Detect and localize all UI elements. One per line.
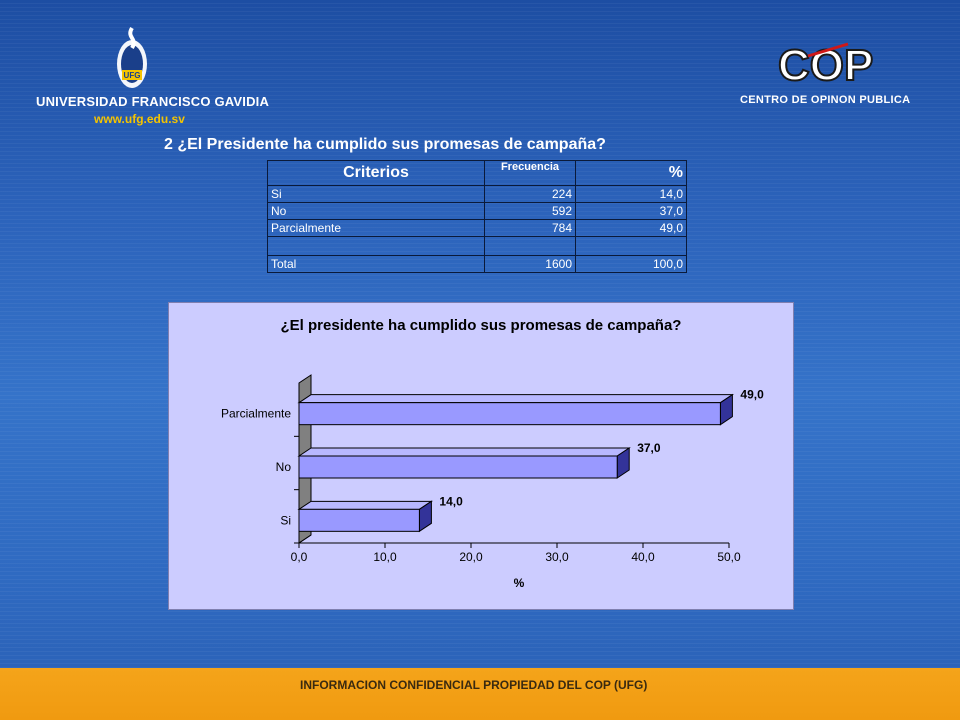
table-row: Parcialmente 784 49,0: [267, 219, 687, 237]
total-pct: 100,0: [575, 255, 687, 273]
blank-cell: [484, 236, 576, 256]
bar-top-face: [297, 394, 735, 404]
x-tick-label: 30,0: [545, 550, 569, 564]
ufg-name: UNIVERSIDAD FRANCISCO GAVIDIA: [36, 94, 270, 109]
y-category-label: No: [276, 460, 292, 474]
header-porcentaje: %: [575, 160, 687, 186]
y-category-label: Si: [280, 513, 291, 527]
x-tick-label: 0,0: [291, 550, 308, 564]
row-pct: 49,0: [575, 219, 687, 237]
table-header-row: Criterios Frecuencia %: [267, 160, 687, 186]
ufg-logo: UFG UNIVERSIDAD FRANCISCO GAVIDIA www.uf…: [36, 24, 270, 134]
cop-mark-icon: COP: [778, 40, 874, 88]
ufg-emblem-icon: UFG: [117, 26, 147, 88]
x-tick-label: 40,0: [631, 550, 655, 564]
x-tick-label: 50,0: [717, 550, 741, 564]
row-freq: 224: [484, 185, 576, 203]
cop-subtitle: CENTRO DE OPINON PUBLICA: [740, 94, 911, 106]
total-label: Total: [267, 255, 485, 273]
x-axis-depth-line: [298, 534, 312, 544]
row-freq: 592: [484, 202, 576, 220]
table-blank-row: [267, 236, 687, 256]
row-freq: 784: [484, 219, 576, 237]
total-freq: 1600: [484, 255, 576, 273]
chart-panel: 0,0 10,0 20,0 30,0 40,0 50,0% Si 14,0 No 37,0 Parc…: [168, 302, 794, 610]
question-title: 2 ¿El Presidente ha cumplido sus promesa…: [164, 136, 606, 153]
row-pct: 37,0: [575, 202, 687, 220]
footer-text: INFORMACION CONFIDENCIAL PROPIEDAD DEL C…: [300, 678, 648, 692]
ufg-url: www.ufg.edu.sv: [94, 112, 185, 126]
bar-top-face: [297, 447, 631, 457]
header-frecuencia: Frecuencia: [484, 160, 576, 186]
row-label: Si: [267, 185, 485, 203]
bar-top-face: [297, 500, 434, 510]
bar-chart: 0,0 10,0 20,0 30,0 40,0 50,0% Si 14,0 No 37,0 Parc…: [221, 374, 764, 590]
footer-bar: INFORMACION CONFIDENCIAL PROPIEDAD DEL C…: [0, 668, 960, 720]
blank-cell: [267, 236, 485, 256]
header-criterios: Criterios: [267, 160, 485, 186]
data-label: 49,0: [740, 388, 764, 402]
row-label: Parcialmente: [267, 219, 485, 237]
chart-title: ¿El presidente ha cumplido sus promesas …: [280, 317, 682, 334]
table-row: Si 224 14,0: [267, 185, 687, 203]
x-tick-label: 10,0: [373, 550, 397, 564]
x-axis-label: %: [514, 576, 525, 590]
data-label: 14,0: [439, 494, 463, 508]
bar: [298, 402, 721, 426]
cop-mark-text: COP: [778, 41, 873, 88]
cop-logo: COP CENTRO DE OPINON PUBLICA: [740, 38, 940, 118]
x-tick-label: 20,0: [459, 550, 483, 564]
data-label: 37,0: [637, 441, 661, 455]
bar: [298, 455, 618, 479]
blank-cell: [575, 236, 687, 256]
frequency-table: Criterios Frecuencia % Si 224 14,0 No 59…: [267, 160, 687, 273]
bar: [298, 508, 420, 532]
row-pct: 14,0: [575, 185, 687, 203]
table-total-row: Total 1600 100,0: [267, 255, 687, 273]
table-row: No 592 37,0: [267, 202, 687, 220]
row-label: No: [267, 202, 485, 220]
ufg-emblem-text: UFG: [124, 71, 141, 80]
y-category-label: Parcialmente: [221, 407, 291, 421]
